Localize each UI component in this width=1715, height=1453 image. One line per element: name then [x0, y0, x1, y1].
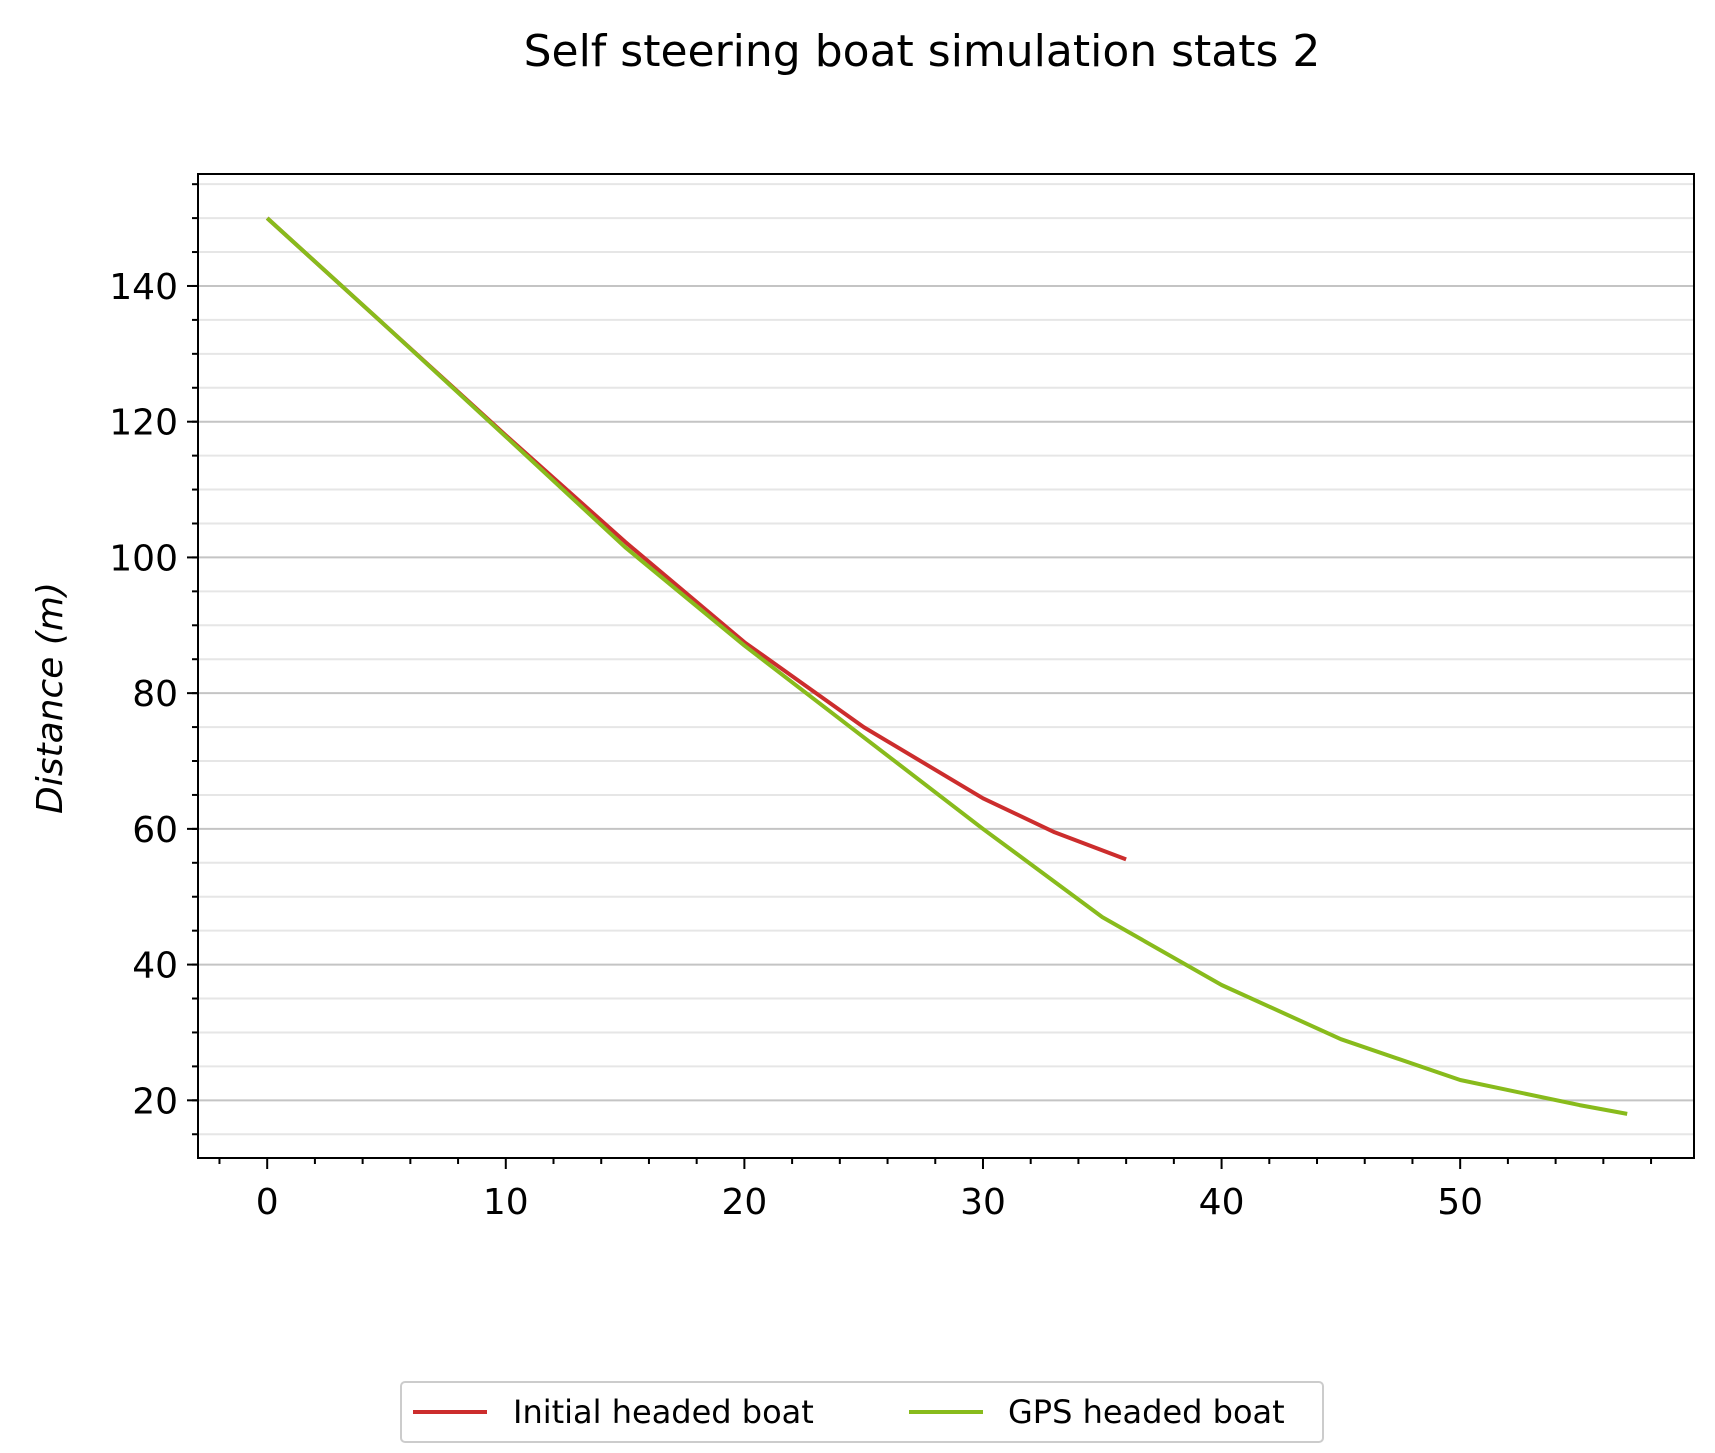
y-tick-label: 60: [132, 810, 178, 851]
grid-layer: [198, 183, 1694, 1136]
y-tick-label: 20: [132, 1081, 178, 1122]
y-tick-label: 80: [132, 674, 178, 715]
x-tick-label: 10: [483, 1182, 529, 1223]
legend: Initial headed boat GPS headed boat: [400, 1381, 1324, 1443]
y-axis-label-unit: m: [30, 596, 71, 631]
tick-layer: 20 40 60 80 100 120 140 0 10 20 30 40 50: [109, 183, 1653, 1223]
y-tick-label: 100: [109, 538, 178, 579]
legend-label-gps-headed-boat: GPS headed boat: [1008, 1393, 1285, 1431]
x-tick-label: 0: [256, 1182, 279, 1223]
plot-frame: [197, 173, 1695, 1159]
y-axis-label-close: ): [30, 582, 71, 599]
x-tick-label: 50: [1437, 1182, 1483, 1223]
y-tick-label: 140: [109, 267, 178, 308]
legend-label-initial-headed-boat: Initial headed boat: [513, 1393, 814, 1431]
y-axis-label-main: Distance (: [30, 629, 71, 814]
series-line-1: [265, 216, 1628, 1116]
legend-box: [400, 1381, 1324, 1443]
x-tick-label: 40: [1199, 1182, 1245, 1223]
x-tick-label: 30: [960, 1182, 1006, 1223]
x-tick-label: 20: [721, 1182, 767, 1223]
y-tick-label: 40: [132, 946, 178, 987]
series-layer: [265, 216, 1628, 1116]
y-axis-label: Distance (m): [30, 582, 71, 814]
y-tick-label: 120: [109, 403, 178, 444]
chart-title: Self steering boat simulation stats 2: [524, 26, 1321, 77]
